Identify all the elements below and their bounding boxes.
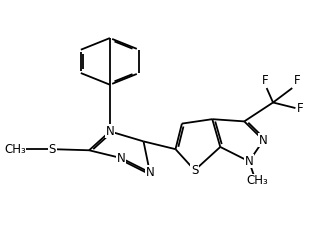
Text: F: F <box>297 101 304 115</box>
Text: CH₃: CH₃ <box>4 143 26 156</box>
Text: N: N <box>145 166 154 179</box>
Text: F: F <box>294 74 300 87</box>
Text: N: N <box>117 152 125 164</box>
Text: S: S <box>191 164 199 177</box>
Text: N: N <box>106 125 114 138</box>
Text: F: F <box>262 74 268 87</box>
Text: N: N <box>259 134 268 147</box>
Text: N: N <box>245 155 253 168</box>
Text: S: S <box>49 143 56 156</box>
Text: CH₃: CH₃ <box>246 174 268 187</box>
